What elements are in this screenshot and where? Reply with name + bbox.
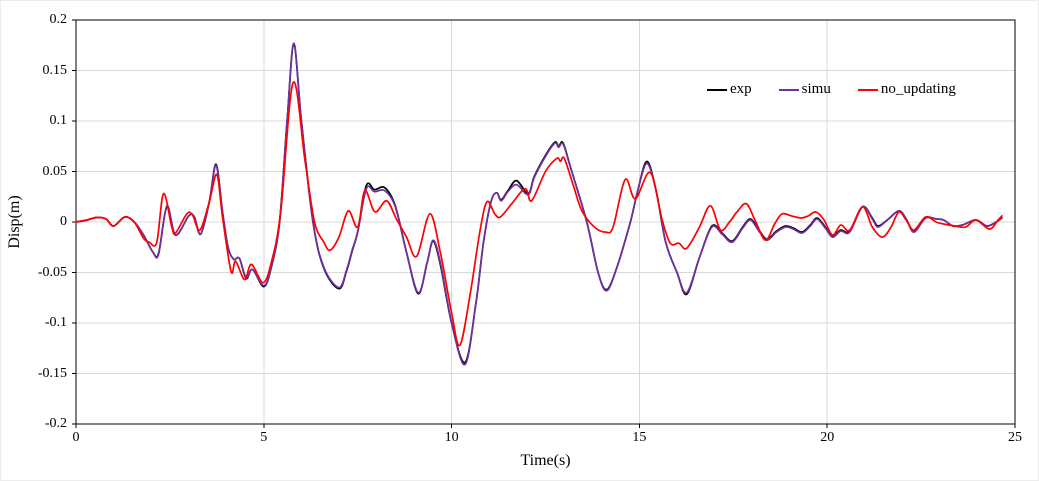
legend-item-no-updating: no_updating — [857, 81, 956, 98]
series-no_updating-line — [75, 81, 1003, 347]
legend-line-swatch-exp — [707, 88, 727, 91]
legend-label-no-updating: no_updating — [880, 81, 956, 97]
legend-label-exp: exp — [730, 81, 752, 97]
legend-item-exp: exp — [707, 81, 752, 98]
legend-line-swatch-simu — [778, 88, 799, 91]
legend-line-swatch-no-updating — [857, 88, 878, 91]
legend: exp simu no_updating — [707, 81, 956, 98]
legend-label-simu: simu — [801, 81, 831, 97]
legend-item-simu: simu — [778, 81, 831, 98]
